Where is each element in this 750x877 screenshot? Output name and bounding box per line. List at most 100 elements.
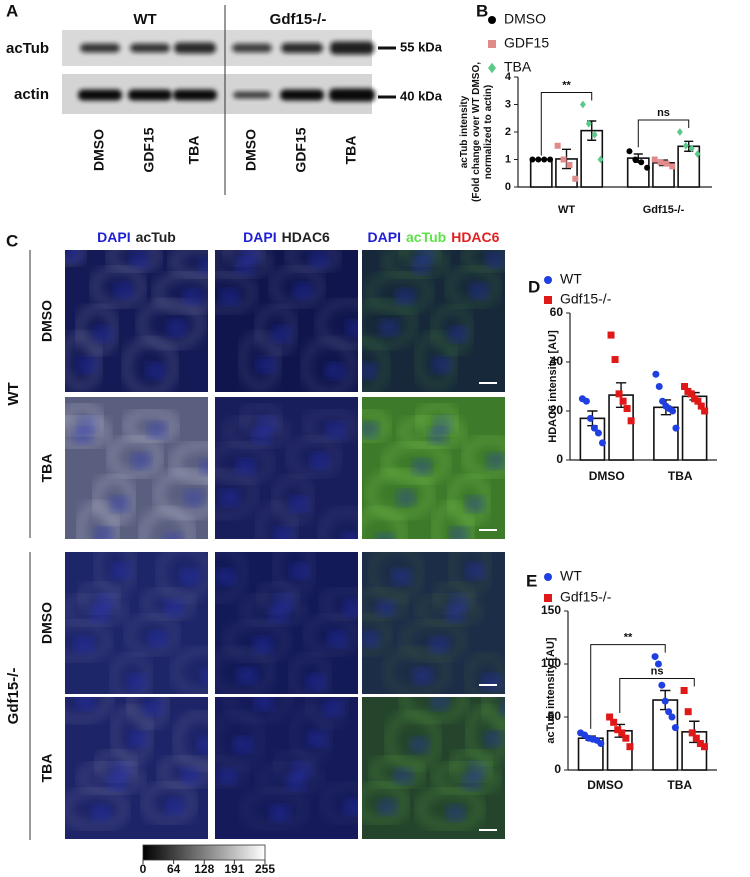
colorbar-label: 128 <box>194 862 214 876</box>
point <box>700 743 708 751</box>
nucleus <box>183 289 203 305</box>
blot-band <box>174 42 216 54</box>
nucleus <box>409 737 429 753</box>
point <box>658 681 666 689</box>
cell <box>111 654 151 694</box>
legend-label: GDF15 <box>504 35 549 51</box>
texture <box>362 250 505 392</box>
point <box>626 743 634 751</box>
cell <box>417 594 481 626</box>
blot-band <box>329 88 375 102</box>
colorbar-label: 191 <box>224 862 244 876</box>
micrograph <box>362 250 505 392</box>
legend-label: Gdf15-/- <box>560 291 612 307</box>
point <box>610 718 618 726</box>
texture <box>215 404 358 539</box>
nucleus <box>362 422 379 438</box>
point <box>614 726 622 734</box>
point <box>585 119 592 128</box>
nucleus <box>93 326 113 342</box>
cell <box>447 267 499 307</box>
row-label: TBA <box>39 454 55 483</box>
micrograph <box>215 697 358 839</box>
point <box>669 163 676 170</box>
point <box>597 740 605 747</box>
texture <box>362 697 505 829</box>
micrograph <box>65 397 208 539</box>
texture <box>215 697 358 829</box>
cell <box>94 476 134 524</box>
nucleus <box>270 805 290 821</box>
nucleus <box>375 533 395 539</box>
row-label: DMSO <box>39 300 55 342</box>
nucleus <box>326 422 346 438</box>
point <box>681 383 689 390</box>
bar <box>653 406 679 461</box>
nucleus <box>395 289 415 305</box>
significance-label: ns <box>651 665 664 677</box>
nucleus <box>73 428 93 444</box>
legend-marker <box>544 594 552 602</box>
point <box>692 734 700 742</box>
micrograph <box>362 552 505 694</box>
nucleus <box>144 700 164 716</box>
cell <box>449 476 489 524</box>
cell <box>318 300 358 348</box>
cell <box>126 615 178 655</box>
point <box>554 142 561 149</box>
panel-label: A <box>6 1 18 20</box>
point <box>582 397 590 405</box>
y-axis-label: HDAC6 intensity [AU] <box>547 330 559 443</box>
cell <box>77 306 117 354</box>
legend-marker <box>544 573 552 581</box>
cell <box>79 762 143 794</box>
point <box>586 414 594 422</box>
nucleus <box>482 674 502 690</box>
point <box>638 159 645 166</box>
point <box>623 405 631 413</box>
point <box>655 383 663 390</box>
texture <box>362 552 505 694</box>
point <box>682 141 689 150</box>
nucleus <box>217 768 237 784</box>
cell <box>464 437 505 477</box>
significance-bracket <box>590 644 666 729</box>
x-tick-label: TBA <box>668 469 693 483</box>
group-label: WT <box>5 382 22 405</box>
nucleus <box>111 563 131 579</box>
cell <box>387 713 439 769</box>
nucleus <box>379 320 399 336</box>
cell <box>139 300 203 348</box>
row-label: DMSO <box>39 602 55 644</box>
texture <box>65 552 208 694</box>
micrograph <box>65 250 208 392</box>
x-tick-label: DMSO <box>587 778 623 792</box>
point <box>590 424 598 432</box>
lane-label: DMSO <box>243 129 259 171</box>
y-tick-label: 0 <box>556 452 563 466</box>
point <box>672 424 680 432</box>
point <box>541 156 548 163</box>
point <box>626 148 633 155</box>
legend-marker <box>544 276 552 284</box>
nucleus <box>286 774 306 790</box>
nucleus <box>91 805 111 821</box>
cell <box>158 552 208 601</box>
nucleus <box>362 363 378 379</box>
point <box>694 397 702 405</box>
y-axis-label-line: acTub intensity <box>459 95 470 168</box>
nucleus <box>199 258 208 274</box>
y-tick-label: 0 <box>505 181 511 193</box>
nucleus <box>201 668 208 684</box>
x-tick-label: DMSO <box>589 469 625 483</box>
point <box>659 397 667 405</box>
cell <box>290 654 330 694</box>
cell <box>172 443 208 483</box>
panel-label: B <box>476 1 488 20</box>
blot-band <box>232 43 272 53</box>
legend-marker <box>488 40 496 48</box>
y-tick-label: 2 <box>505 126 511 138</box>
nucleus <box>254 697 274 710</box>
nucleus <box>216 569 236 585</box>
point <box>669 407 677 415</box>
